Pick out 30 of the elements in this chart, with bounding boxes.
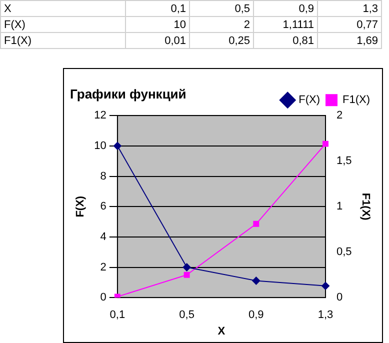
y-tick-label: 0 [100,292,106,304]
y-tick-label: 8 [100,170,106,182]
point [184,272,190,278]
point [252,276,260,285]
y2-tick-label: 1,5 [336,155,352,168]
point [322,140,328,147]
y-tick-label: 4 [100,230,106,243]
y2-axis-title: F1(X) [359,192,372,221]
y-axis-title: F(X) [74,196,87,218]
point [253,220,260,227]
y2-tick-label: 1 [336,200,343,213]
y2-tick-label: 0,5 [336,246,352,258]
point [182,263,191,272]
x-tick-label: 0,5 [179,309,194,322]
y2-tick-label: 2 [336,110,343,122]
x-tick-label: 0,1 [110,309,126,322]
x-tick-label: 1,3 [318,309,334,322]
y-tick-label: 6 [100,200,106,213]
value-table: X 0,1 0,5 0,9 1,3 F(X) 10 2 1,1111 0,77 F1(X) 0,01 0,25 0,81 1,69 [0,0,382,49]
y-tick-label: 2 [100,261,106,274]
legend-label: F(X) [298,94,320,106]
point [113,142,122,150]
chart-title: Графики функций [70,86,186,102]
x-axis-title: X [218,325,226,338]
y-tick-label: 12 [94,110,106,122]
y2-tick-label: 0 [336,292,343,304]
x-tick-label: 0,9 [248,309,264,322]
point [322,282,330,290]
legend-label: F1(X) [342,94,370,106]
y-tick-label: 10 [94,140,106,152]
